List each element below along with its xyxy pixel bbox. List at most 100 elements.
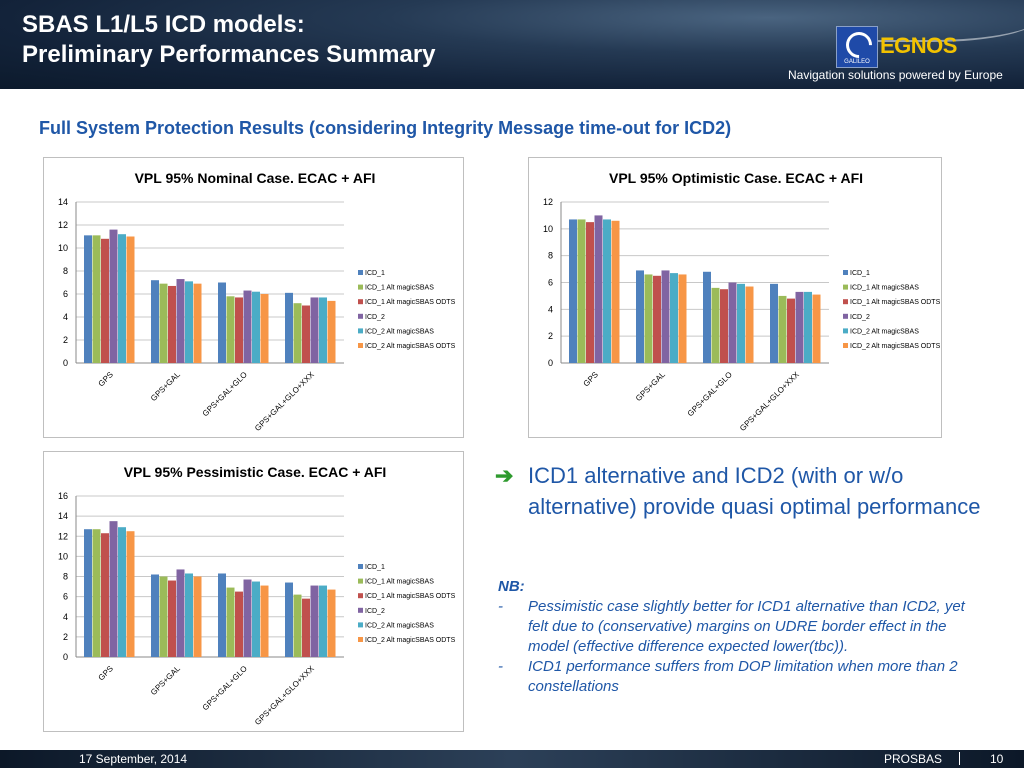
bar: [84, 529, 92, 657]
bar: [101, 238, 109, 363]
bar: [252, 581, 260, 657]
bar: [778, 295, 787, 363]
bar: [185, 573, 193, 657]
legend-label: ICD_1 Alt magicSBAS ODTS: [365, 593, 456, 600]
bar: [804, 291, 812, 363]
x-tick-label: GPS: [97, 370, 115, 388]
note-text: Pessimistic case slightly better for ICD…: [528, 598, 965, 655]
bar: [327, 589, 336, 657]
bar: [109, 521, 118, 657]
legend-label: ICD_1 Alt magicSBAS: [850, 285, 919, 292]
bar: [176, 569, 185, 657]
chart-svg: VPL 95% Optimistic Case. ECAC + AFI 0 2 4 6 8…: [543, 170, 941, 433]
legend-label: ICD_2 Alt magicSBAS ODTS: [365, 343, 456, 350]
y-tick-label: 0: [548, 358, 553, 368]
legend-label: ICD_1 Alt magicSBAS ODTS: [850, 299, 941, 306]
legend-label: ICD_1 Alt magicSBAS: [365, 285, 434, 292]
legend-swatch: [358, 299, 363, 305]
bar: [611, 220, 620, 363]
bar: [252, 291, 260, 363]
section-subtitle: Full System Protection Results (consider…: [39, 118, 732, 138]
bar: [218, 573, 226, 657]
legend-label: ICD_2 Alt magicSBAS ODTS: [850, 343, 941, 350]
y-tick-label: 4: [63, 612, 68, 622]
note-item: - Pessimistic case slightly better for I…: [498, 597, 988, 657]
bar: [151, 574, 159, 657]
y-tick-label: 4: [548, 304, 553, 314]
header-banner: SBAS L1/L5 ICD models: Preliminary Perfo…: [0, 0, 1024, 89]
note-text: ICD1 performance suffers from DOP limita…: [528, 658, 958, 695]
bar: [185, 281, 193, 363]
legend-swatch: [843, 328, 848, 334]
legend-swatch: [358, 313, 363, 319]
legend-swatch: [843, 284, 848, 290]
bar: [711, 287, 720, 363]
x-tick-label: GPS+GAL+GLO: [201, 664, 249, 712]
y-tick-label: 10: [58, 551, 68, 561]
bar: [84, 235, 92, 363]
bar: [235, 591, 243, 657]
slide-title-line1: SBAS L1/L5 ICD models:: [22, 11, 305, 38]
bar: [168, 285, 176, 363]
chart-nominal: VPL 95% Nominal Case. ECAC + AFI 0 2 4 6 8 10 1…: [43, 157, 464, 438]
note-item: - ICD1 performance suffers from DOP limi…: [498, 657, 988, 697]
y-tick-label: 8: [548, 251, 553, 261]
chart-title: VPL 95% Nominal Case. ECAC + AFI: [135, 170, 376, 186]
bar: [193, 576, 202, 657]
bar: [661, 270, 670, 363]
legend-label: ICD_1: [365, 270, 385, 277]
footer-org: PROSBAS: [884, 752, 943, 766]
legend-label: ICD_1: [850, 270, 870, 277]
bar: [226, 296, 235, 363]
legend-label: ICD_1 Alt magicSBAS: [365, 579, 434, 586]
bar: [260, 294, 269, 363]
bar: [101, 533, 109, 657]
y-tick-label: 8: [63, 266, 68, 276]
galileo-logo: GALILEO: [836, 26, 878, 68]
legend-label: ICD_2 Alt magicSBAS: [365, 328, 434, 335]
legend-label: ICD_2: [850, 314, 870, 321]
legend-label: ICD_1 Alt magicSBAS ODTS: [365, 299, 456, 306]
legend-label: ICD_1: [365, 564, 385, 571]
y-tick-label: 6: [63, 289, 68, 299]
bar: [327, 300, 336, 363]
x-tick-label: GPS: [97, 664, 115, 682]
y-tick-label: 8: [63, 572, 68, 582]
bar: [302, 305, 310, 363]
y-tick-label: 12: [58, 220, 68, 230]
chart-pessimistic: VPL 95% Pessimistic Case. ECAC + AFI 0 2 4 6…: [43, 451, 464, 732]
y-tick-label: 2: [548, 331, 553, 341]
y-tick-label: 0: [63, 358, 68, 368]
legend-label: ICD_2 Alt magicSBAS ODTS: [365, 637, 456, 644]
bar: [812, 294, 821, 363]
bar: [176, 279, 185, 363]
egnos-logo: EGNOS: [880, 33, 957, 58]
y-tick-label: 10: [543, 224, 553, 234]
bar: [126, 236, 135, 363]
bar: [569, 219, 577, 363]
tagline: Navigation solutions powered by Europe: [788, 68, 1003, 82]
bar: [159, 576, 168, 657]
bar: [703, 271, 711, 363]
legend-swatch: [358, 622, 363, 628]
y-tick-label: 2: [63, 632, 68, 642]
y-tick-label: 6: [63, 592, 68, 602]
bar: [577, 219, 586, 363]
bar: [126, 531, 135, 657]
bar: [787, 298, 795, 363]
y-tick-label: 6: [548, 278, 553, 288]
legend-swatch: [358, 607, 363, 613]
y-tick-label: 4: [63, 312, 68, 322]
bar: [218, 282, 226, 363]
notes-block: NB: - Pessimistic case slightly better f…: [498, 577, 988, 697]
bar: [745, 286, 754, 363]
notes-label: NB:: [498, 578, 525, 595]
y-tick-label: 14: [58, 511, 68, 521]
bar: [319, 585, 327, 657]
bar: [151, 280, 159, 363]
bar: [109, 229, 118, 363]
bar: [193, 283, 202, 363]
y-tick-label: 0: [63, 652, 68, 662]
legend-label: ICD_2 Alt magicSBAS: [850, 328, 919, 335]
bar: [644, 274, 653, 363]
